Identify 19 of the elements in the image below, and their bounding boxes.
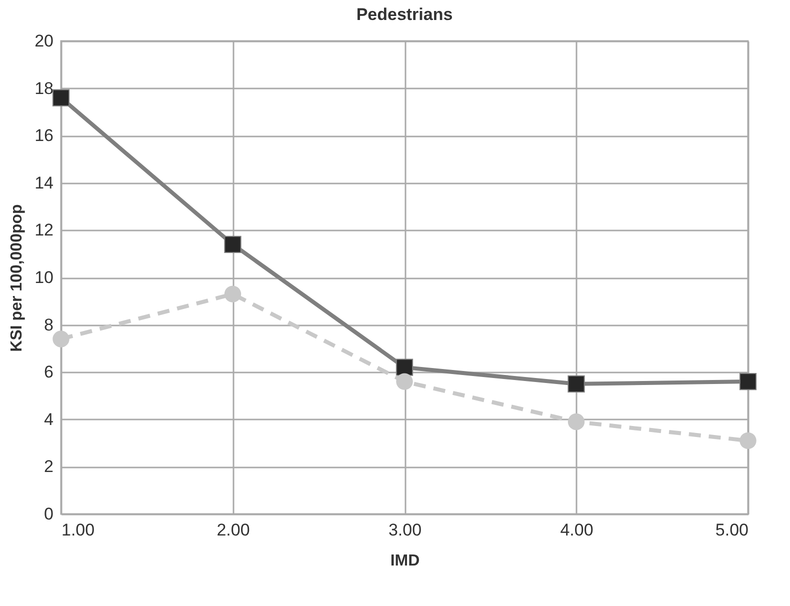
y-tick-label: 2 (44, 457, 54, 476)
y-tick-label: 14 (34, 173, 54, 192)
x-tick-label: 1.00 (62, 520, 95, 540)
chart-title: Pedestrians (356, 5, 453, 24)
x-tick-label: 5.00 (715, 520, 748, 540)
x-tick-label: 3.00 (388, 520, 422, 540)
y-tick-label: 4 (44, 410, 54, 429)
y-tick-label: 12 (34, 220, 54, 240)
y-tick-label: 0 (44, 504, 54, 524)
y-tick-label: 10 (34, 268, 54, 287)
x-tick-label: 2.00 (216, 520, 250, 540)
y-tick-label: 6 (44, 362, 54, 382)
y-tick-label: 8 (44, 315, 54, 334)
y-tick-label: 16 (34, 126, 54, 146)
x-axis-title: IMD (390, 552, 420, 570)
x-tick-label: 4.00 (560, 520, 594, 540)
y-tick-label: 20 (34, 32, 54, 50)
y-axis-title: KSI per 100,000pop (8, 204, 26, 352)
y-tick-label: 18 (34, 78, 54, 98)
